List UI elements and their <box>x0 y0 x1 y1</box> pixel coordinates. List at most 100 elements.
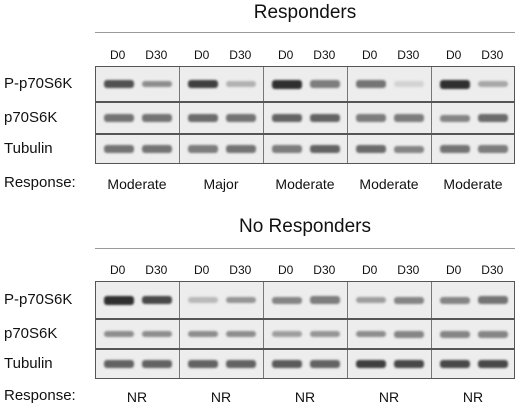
protein-band <box>226 330 257 338</box>
lane-label: D0 <box>194 263 210 277</box>
panel-divider <box>347 282 348 318</box>
protein-band <box>226 360 257 368</box>
protein-band <box>271 114 302 122</box>
protein-band <box>355 80 386 88</box>
protein-band <box>103 114 134 122</box>
panel-divider <box>263 350 264 378</box>
protein-band <box>187 360 218 368</box>
protein-band <box>142 360 173 368</box>
panel-divider <box>431 103 432 133</box>
protein-band <box>355 330 386 338</box>
panel-divider <box>431 135 432 163</box>
protein-band <box>271 296 302 304</box>
protein-band <box>271 145 302 153</box>
protein-band <box>394 114 425 122</box>
protein-band <box>142 330 173 338</box>
protein-band <box>310 80 341 88</box>
protein-band <box>478 330 509 338</box>
protein-band <box>103 360 134 368</box>
protein-band <box>226 81 257 87</box>
response-value: Major <box>203 176 239 192</box>
protein-band <box>226 296 257 304</box>
protein-label: Tubulin <box>4 140 53 157</box>
lane-label: D30 <box>397 263 420 277</box>
response-value: NR <box>462 389 484 405</box>
response-value: NR <box>294 389 316 405</box>
blot-strip <box>95 319 515 349</box>
protein-band <box>187 114 218 122</box>
panel-divider <box>179 350 180 378</box>
protein-band <box>142 145 173 153</box>
lane-label: D30 <box>229 263 252 277</box>
lane-label: D30 <box>145 263 168 277</box>
protein-band <box>394 296 425 304</box>
panel-divider <box>431 282 432 318</box>
blot-strip <box>95 66 515 102</box>
protein-band <box>310 145 341 153</box>
panel-divider <box>179 103 180 133</box>
section-title: No Responders <box>238 216 372 237</box>
response-value: NR <box>378 389 400 405</box>
protein-label: p70S6K <box>4 109 58 126</box>
response-value: Moderate <box>107 176 167 192</box>
panel-divider <box>431 320 432 348</box>
response-value: Moderate <box>443 176 503 192</box>
lane-label: D30 <box>481 48 504 62</box>
lane-label: D30 <box>229 48 252 62</box>
protein-band <box>103 79 134 89</box>
protein-band <box>142 295 173 305</box>
lane-label: D0 <box>110 263 126 277</box>
protein-band <box>439 359 470 369</box>
lane-label: D0 <box>110 48 126 62</box>
response-value: Moderate <box>275 176 335 192</box>
protein-band <box>103 145 134 153</box>
protein-band <box>478 296 509 304</box>
protein-band <box>478 80 509 88</box>
protein-band <box>187 297 218 303</box>
protein-label: P-p70S6K <box>4 291 73 308</box>
lane-label: D0 <box>278 48 294 62</box>
panel-divider <box>179 320 180 348</box>
lane-label: D30 <box>481 263 504 277</box>
protein-band <box>310 330 341 338</box>
protein-band <box>271 330 302 338</box>
protein-label: p70S6K <box>4 325 58 342</box>
protein-band <box>310 114 341 122</box>
section-divider-line <box>95 32 515 33</box>
lane-label: D0 <box>278 263 294 277</box>
lane-label: D30 <box>397 48 420 62</box>
blot-strip <box>95 134 515 164</box>
protein-band <box>394 330 425 338</box>
protein-band <box>439 296 470 304</box>
lane-label: D0 <box>446 263 462 277</box>
panel-divider <box>347 135 348 163</box>
response-value: NR <box>126 389 148 405</box>
protein-band <box>271 360 302 368</box>
protein-label: P-p70S6K <box>4 75 73 92</box>
panel-divider <box>263 320 264 348</box>
protein-band <box>355 359 386 369</box>
panel-divider <box>431 350 432 378</box>
protein-band <box>103 330 134 338</box>
protein-band <box>103 295 134 305</box>
panel-divider <box>263 135 264 163</box>
lane-label: D30 <box>145 48 168 62</box>
panel-divider <box>263 282 264 318</box>
blot-strip <box>95 349 515 379</box>
panel-divider <box>179 282 180 318</box>
panel-divider <box>263 67 264 101</box>
protein-band <box>271 79 302 89</box>
response-label: Response: <box>4 387 76 404</box>
protein-band <box>142 114 173 122</box>
blot-strip <box>95 102 515 134</box>
lane-label: D0 <box>446 48 462 62</box>
response-value: NR <box>210 389 232 405</box>
panel-divider <box>347 320 348 348</box>
protein-band <box>439 330 470 338</box>
panel-divider <box>347 67 348 101</box>
panel-divider <box>431 67 432 101</box>
panel-divider <box>347 350 348 378</box>
panel-divider <box>347 103 348 133</box>
blot-strip <box>95 281 515 319</box>
protein-band <box>355 114 386 122</box>
